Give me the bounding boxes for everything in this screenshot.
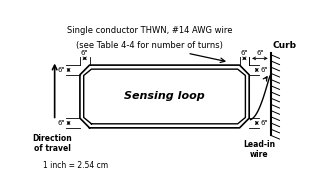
Text: Curb: Curb xyxy=(273,41,297,50)
Text: 6": 6" xyxy=(57,67,65,73)
Text: 1 inch = 2.54 cm: 1 inch = 2.54 cm xyxy=(43,161,109,170)
Text: 6": 6" xyxy=(57,120,65,126)
Text: Lead-in
wire: Lead-in wire xyxy=(243,140,275,159)
Text: Single conductor THWN, #14 AWG wire: Single conductor THWN, #14 AWG wire xyxy=(67,26,232,35)
Text: Sensing loop: Sensing loop xyxy=(124,92,205,101)
Text: 6": 6" xyxy=(81,50,89,56)
Text: 6": 6" xyxy=(260,67,268,73)
Text: (see Table 4-4 for number of turns): (see Table 4-4 for number of turns) xyxy=(76,41,223,50)
Text: 6": 6" xyxy=(256,50,264,56)
Text: 6": 6" xyxy=(241,50,248,56)
Text: Direction
of travel: Direction of travel xyxy=(32,134,72,153)
Text: 6": 6" xyxy=(260,120,268,126)
